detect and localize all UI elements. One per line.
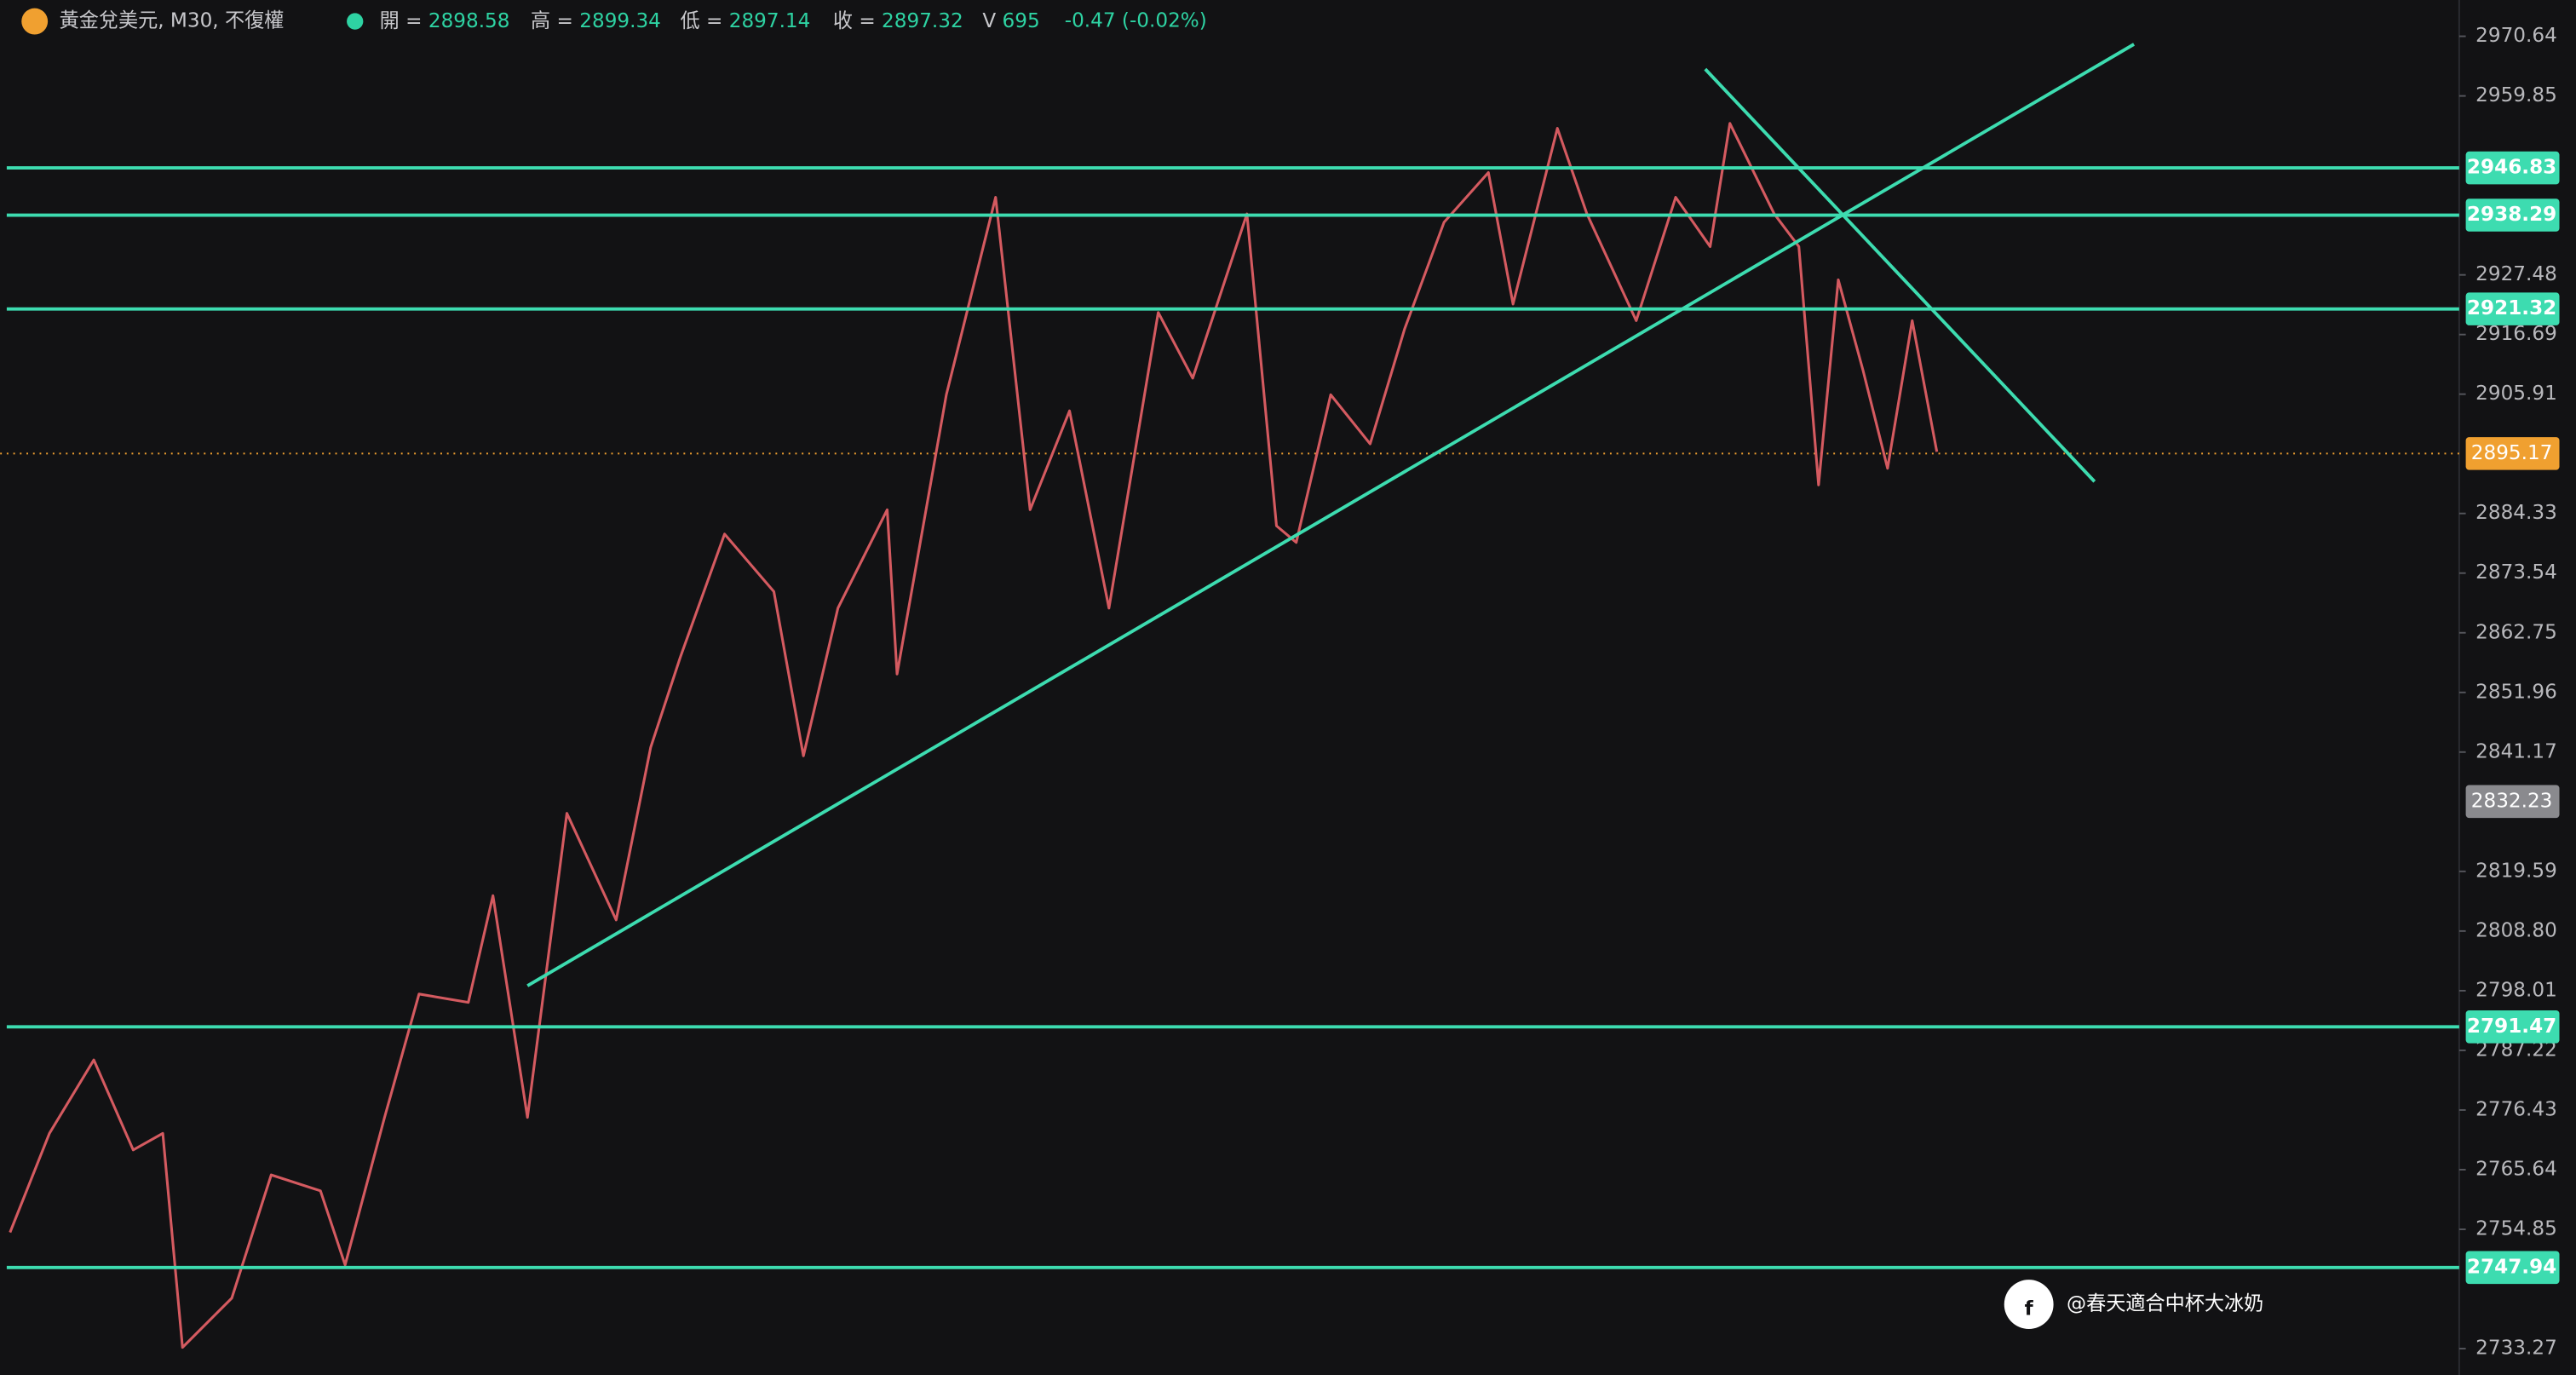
level-label: 2946.83	[2467, 157, 2556, 179]
price-line	[9, 122, 1939, 1349]
y-tick-label: 2776.43	[2475, 1098, 2557, 1120]
level-label-box	[2465, 292, 2560, 325]
y-tick-label: 2884.33	[2475, 502, 2557, 524]
y-tick-label: 2851.96	[2475, 681, 2557, 703]
level-label: 2938.29	[2467, 204, 2556, 226]
change: -0.47 (-0.02%)	[1065, 10, 1207, 32]
marker-price-box	[2465, 785, 2560, 819]
status-dot	[347, 13, 364, 30]
y-tick-label: 2959.85	[2475, 84, 2557, 106]
close-value: 2897.32	[882, 10, 963, 32]
volume-value: 695	[1003, 10, 1040, 32]
volume-label: V	[982, 10, 996, 32]
symbol-logo	[21, 8, 49, 35]
ohlc-low: 低 = 2897.14	[681, 10, 811, 32]
symbol: 黃金兌美元, M30, 不復權	[60, 10, 285, 32]
ohlc-open: 開 = 2898.58	[380, 10, 510, 32]
open-value: 2898.58	[428, 10, 510, 32]
level-label-box	[2465, 1010, 2560, 1044]
y-tick-label: 2798.01	[2475, 979, 2557, 1001]
low-label: 低 =	[681, 10, 723, 32]
open-label: 開 =	[380, 10, 423, 32]
watermark-icon: f	[2004, 1280, 2054, 1330]
close-label: 收 =	[833, 10, 876, 32]
y-tick-label: 2733.27	[2475, 1338, 2557, 1360]
y-tick-label: 2873.54	[2475, 561, 2557, 584]
level-label-box	[2465, 1251, 2560, 1285]
level-label-box	[2465, 198, 2560, 232]
level-label: 2921.32	[2467, 297, 2556, 319]
ohlc-close: 收 = 2897.32	[833, 10, 963, 32]
high-label: 高 =	[531, 10, 573, 32]
watermark: @春天適合中杯大冰奶	[2067, 1293, 2263, 1315]
level-label-box	[2465, 151, 2560, 185]
low-value: 2897.14	[729, 10, 811, 32]
ohlc-high: 高 = 2899.34	[531, 10, 661, 32]
y-tick-label: 2808.80	[2475, 919, 2557, 941]
y-tick-label: 2765.64	[2475, 1158, 2557, 1180]
last-price-box	[2465, 437, 2560, 470]
trendline	[1704, 67, 2096, 483]
y-tick-label: 2819.59	[2475, 860, 2557, 882]
last-price-label: 2895.17	[2471, 442, 2553, 464]
y-tick-label: 2754.85	[2475, 1217, 2557, 1240]
volume: V 695	[982, 10, 1039, 32]
high-value: 2899.34	[579, 10, 661, 32]
y-tick-label: 2970.64	[2475, 25, 2557, 47]
y-tick-label: 2905.91	[2475, 383, 2557, 405]
y-tick-label: 2841.17	[2475, 740, 2557, 762]
trendline	[526, 43, 2136, 987]
level-label: 2747.94	[2467, 1256, 2556, 1278]
marker-price-label: 2832.23	[2471, 790, 2553, 812]
svg-text:f: f	[2025, 1297, 2034, 1320]
y-tick-label: 2862.75	[2475, 621, 2557, 643]
level-label: 2791.47	[2467, 1015, 2556, 1038]
y-tick-label: 2927.48	[2475, 263, 2557, 285]
y-tick-label: 2916.69	[2475, 323, 2557, 345]
